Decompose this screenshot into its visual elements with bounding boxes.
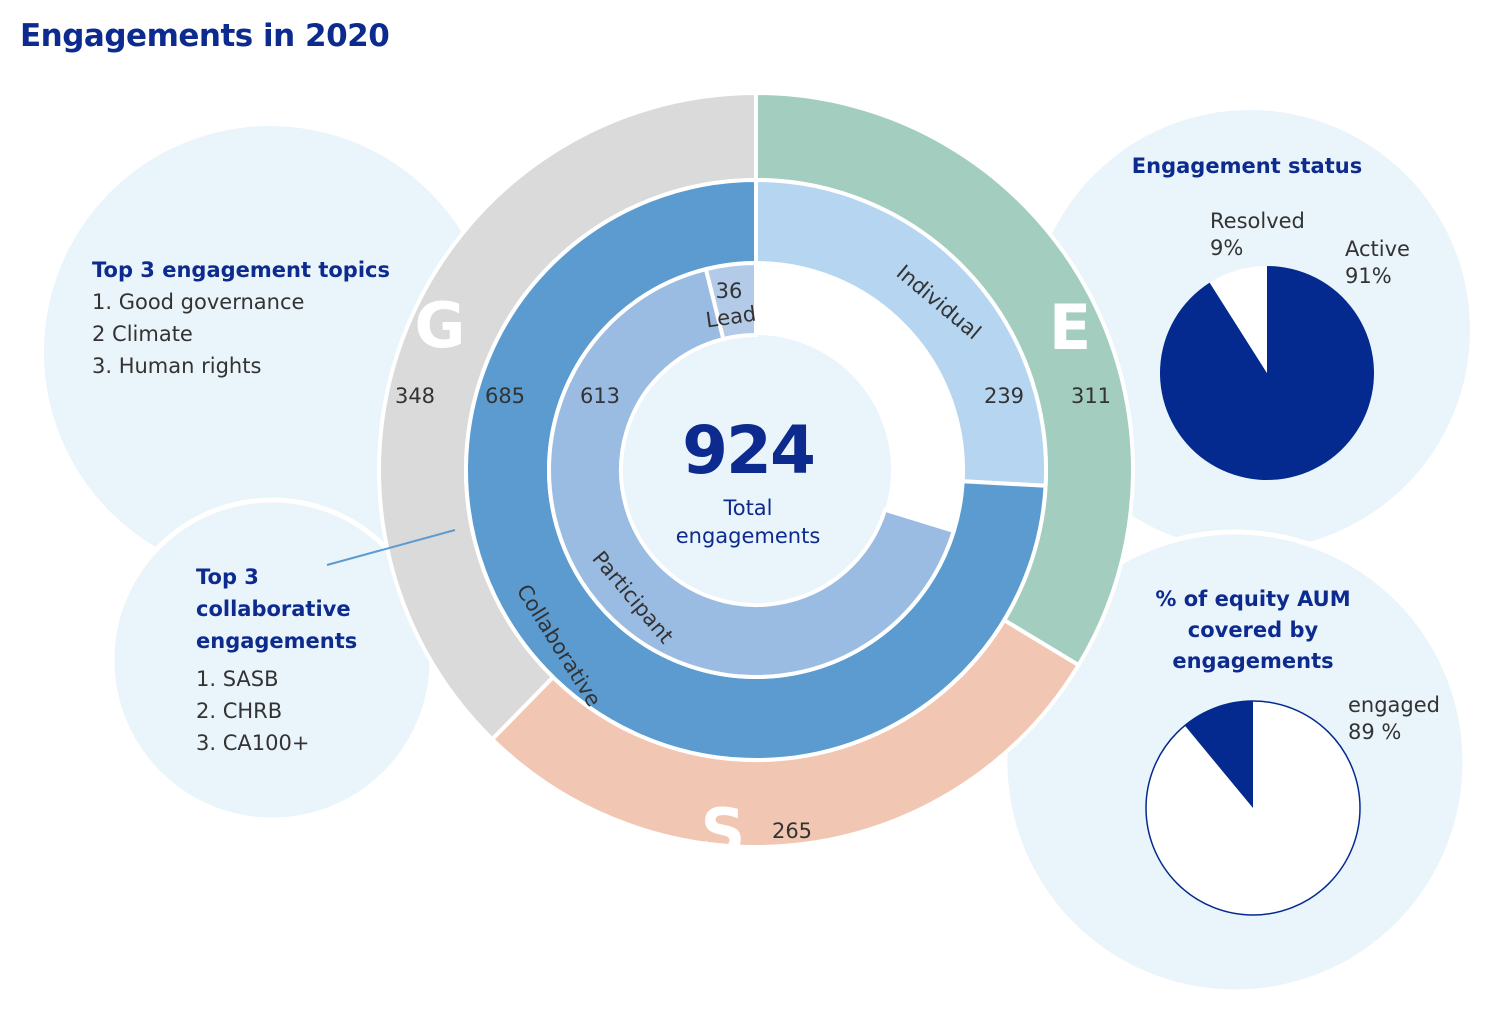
- total-label: Total engagements: [675, 496, 821, 548]
- list-item: 2 Climate: [92, 322, 193, 346]
- panel-title: Top 3 engagement topics: [92, 258, 390, 282]
- page-title: Engagements in 2020: [20, 18, 390, 54]
- pie-value-label: 91%: [1345, 264, 1392, 288]
- pie-label: engaged: [1348, 693, 1440, 717]
- segment-value: 239: [984, 384, 1024, 408]
- pie-title: % of equity AUM covered by engagements: [1155, 587, 1351, 673]
- segment-name: E: [1049, 291, 1091, 364]
- panel-title: Top 3 collaborative engagements: [196, 565, 358, 653]
- pie-value-label: 89 %: [1348, 720, 1401, 744]
- list-item: 1. SASB: [196, 667, 279, 691]
- pie-title: Engagement status: [1131, 154, 1363, 178]
- ring-segment: [754, 177, 1048, 488]
- pie-slice: [1209, 266, 1267, 373]
- ring-segment: [703, 260, 758, 342]
- center-disc: [621, 335, 891, 605]
- segment-value: 685: [485, 384, 525, 408]
- segment-name: S: [701, 795, 746, 868]
- pie-outline: [1145, 700, 1361, 916]
- list-item: 2. CHRB: [196, 699, 283, 723]
- pie-slice: [1184, 701, 1253, 808]
- total-value: 924: [682, 412, 816, 489]
- pie-value-label: 9%: [1210, 236, 1243, 260]
- list-item: 3. Human rights: [92, 354, 262, 378]
- segment-name: G: [415, 289, 466, 362]
- segment-value: 613: [580, 384, 620, 408]
- segment-value: 311: [1071, 384, 1111, 408]
- connector: [326, 529, 456, 566]
- ring-segment: [547, 266, 957, 679]
- topics-panel: Top 3 engagement topics 1. Good governan…: [92, 254, 422, 382]
- collab-panel: Top 3 collaborative engagements 1. SASB …: [196, 561, 371, 759]
- list-item: 1. Good governance: [92, 290, 305, 314]
- segment-value: 265: [772, 819, 812, 843]
- list-item: 3. CA100+: [196, 731, 310, 755]
- center-label: 924 Total engagements: [668, 408, 828, 550]
- pie-label: Resolved: [1210, 209, 1305, 233]
- pie-label: Active: [1345, 237, 1410, 261]
- segment-value: 36: [716, 279, 743, 303]
- segment-value: 348: [395, 384, 435, 408]
